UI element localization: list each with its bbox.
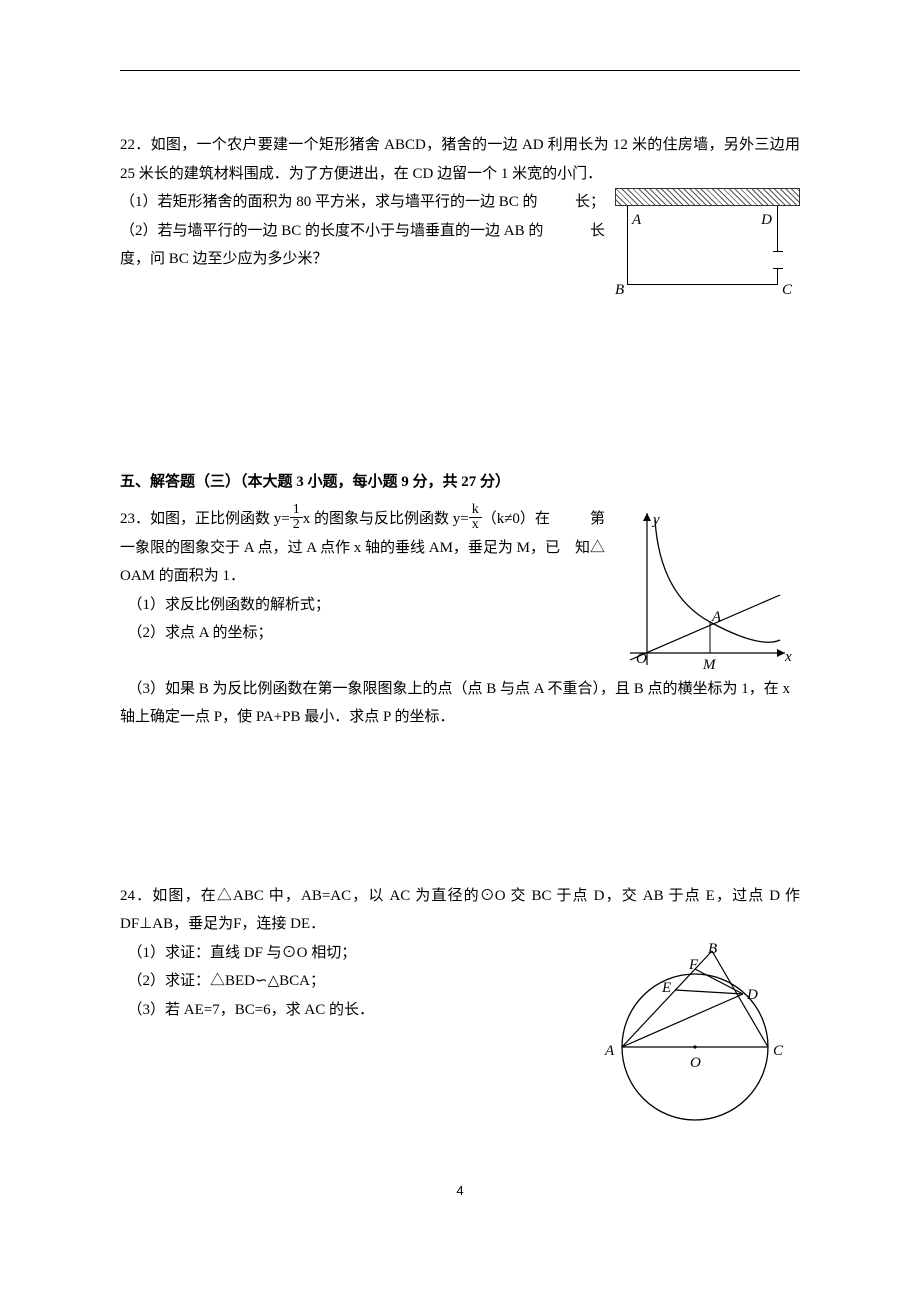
spacer-1 <box>120 318 800 468</box>
figure-22-right-side-upper <box>777 206 778 251</box>
spacer-2 <box>120 752 800 882</box>
problem-23: O M A x y 23．如图，正比例函数 y=12x 的图象与反比例函数 y=… <box>120 505 800 732</box>
label-B: B <box>708 935 717 964</box>
frac-half-den: 2 <box>290 518 303 532</box>
label-A: A <box>712 603 721 632</box>
figure-22-bottom-side <box>627 284 778 285</box>
frac-half-num: 1 <box>290 503 303 518</box>
label-A: A <box>632 206 641 235</box>
figure-22-door-top <box>773 251 783 252</box>
segment-AD <box>622 994 743 1047</box>
label-A: A <box>605 1037 614 1066</box>
label-O: O <box>690 1049 701 1078</box>
problem-22-part1-prefix: （1）若矩形猪舍的面积为 80 平方米，求与墙平行的一边 BC 的 <box>120 194 538 210</box>
x-arrow <box>777 649 785 657</box>
label-C: C <box>773 1037 783 1066</box>
problem-22-part2-prefix: （2）若与墙平行的一边 BC 的长度不小于与墙垂直的一边 AB 的 <box>120 223 543 239</box>
section-5-title: 五、解答题（三）（本大题 3 小题，每小题 9 分，共 27 分） <box>120 468 800 497</box>
problem-23-intro-before: 23．如图，正比例函数 y= <box>120 511 290 527</box>
frac-kx-num: k <box>469 503 482 518</box>
label-y: y <box>653 506 660 535</box>
figure-22-wall <box>615 188 800 206</box>
label-x: x <box>785 643 792 672</box>
problem-22-intro: 22．如图，一个农户要建一个矩形猪舍 ABCD，猪舍的一边 AD 利用长为 12… <box>120 131 800 188</box>
problem-23-suffix1: 第 <box>590 505 605 534</box>
label-C: C <box>782 276 792 305</box>
header-rule <box>120 70 800 71</box>
segment-ED <box>675 990 743 994</box>
problem-23-intro-between: x 的图象与反比例函数 y= <box>303 511 469 527</box>
problem-23-intro-after: （k≠0）在 <box>482 511 550 527</box>
label-O: O <box>636 645 647 674</box>
problem-23-part3: （3）如果 B 为反比例函数在第一象限图象上的点（点 B 与点 A 不重合），且… <box>120 675 800 732</box>
figure-22-left-side <box>627 206 628 284</box>
page-number: 4 <box>120 1179 800 1204</box>
label-D: D <box>761 206 772 235</box>
frac-half: 12 <box>290 503 303 532</box>
label-M: M <box>703 651 716 680</box>
figure-23: O M A x y <box>615 505 800 670</box>
problem-23-suffix2: 知△ <box>575 534 605 563</box>
label-E: E <box>662 974 671 1003</box>
figure-22-door-bottom <box>773 268 783 269</box>
figure-22-right-side-lower <box>777 268 778 284</box>
segment-DF <box>695 969 743 994</box>
segment-BC <box>712 951 768 1047</box>
problem-22: 22．如图，一个农户要建一个矩形猪舍 ABCD，猪舍的一边 AD 利用长为 12… <box>120 131 800 298</box>
frac-kx: kx <box>469 503 482 532</box>
figure-22: A D B C <box>615 188 800 293</box>
label-F: F <box>689 951 698 980</box>
problem-24-intro: 24．如图，在△ABC 中，AB=AC，以 AC 为直径的⊙O 交 BC 于点 … <box>120 882 800 939</box>
problem-22-part2-suffix: 长 <box>590 217 605 246</box>
figure-24: A B C D E F O <box>590 939 800 1124</box>
problem-23-line2-prefix: 一象限的图象交于 A 点，过 A 点作 x 轴的垂线 AM，垂足为 M，已 <box>120 540 560 556</box>
y-arrow <box>643 513 651 521</box>
label-D: D <box>747 981 758 1010</box>
problem-24: 24．如图，在△ABC 中，AB=AC，以 AC 为直径的⊙O 交 BC 于点 … <box>120 882 800 1129</box>
problem-22-part1-suffix: 长； <box>575 188 605 217</box>
frac-kx-den: x <box>469 518 482 532</box>
label-B: B <box>615 276 624 305</box>
